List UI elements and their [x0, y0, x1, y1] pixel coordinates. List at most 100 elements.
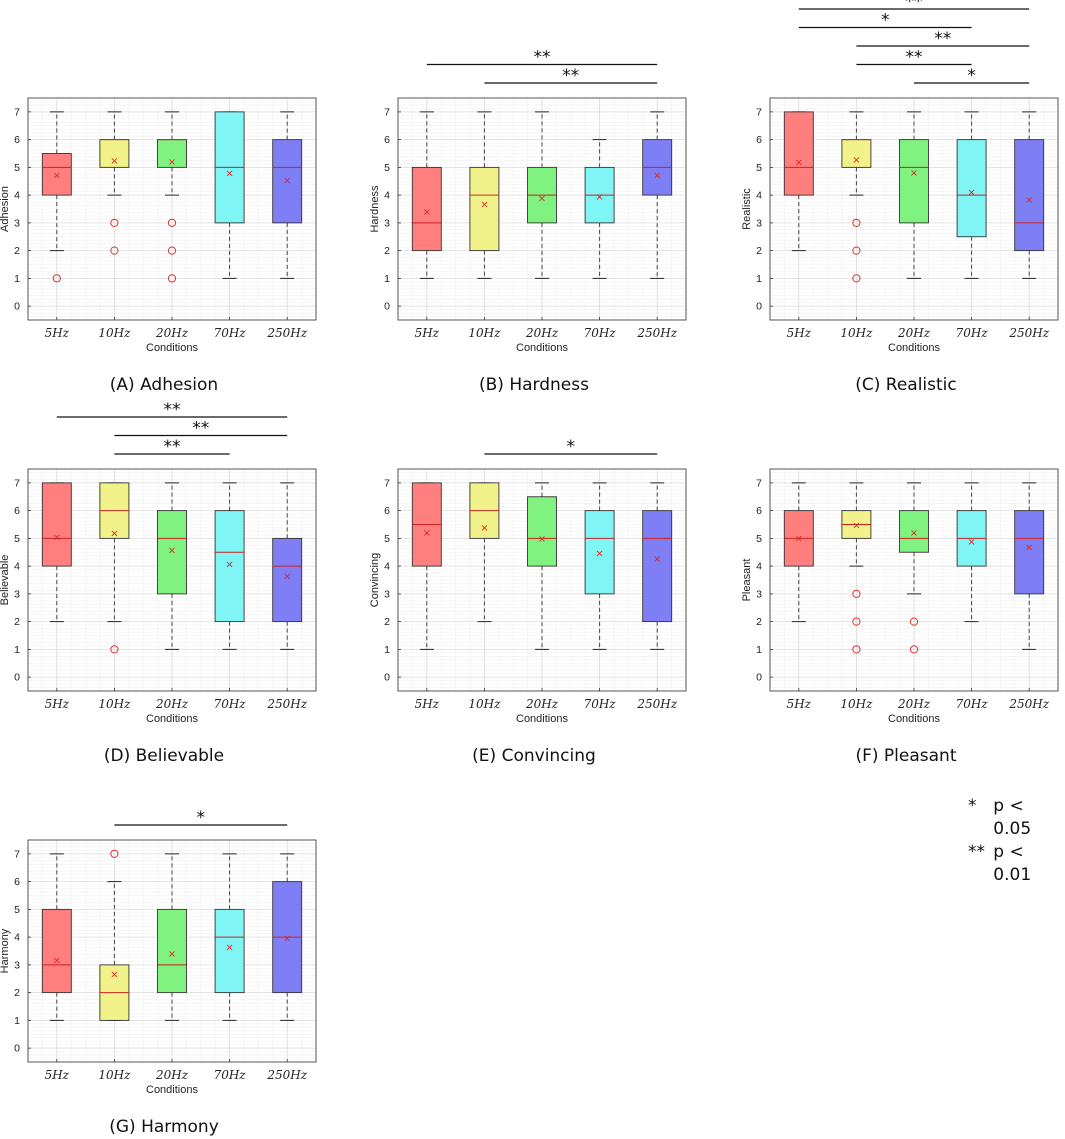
mean-marker: × — [168, 949, 176, 960]
mean-marker: × — [595, 549, 603, 560]
mean-marker: × — [480, 523, 488, 534]
significance-label: * — [881, 11, 890, 31]
x-tick-label: 20Hz — [155, 326, 189, 340]
outlier-marker — [167, 274, 177, 283]
outlier-marker — [852, 589, 861, 598]
mean-marker: × — [53, 955, 61, 966]
mean-marker: × — [110, 528, 118, 539]
outlier-marker — [852, 246, 861, 255]
chart-panel: × × × × × 0 1 2 3 4 5 6 7 5Hz 10Hz 20Hz 70Hz 250Hz Conditi… — [369, 48, 687, 395]
box-70hz — [956, 139, 987, 238]
y-tick-label: 0 — [14, 1043, 20, 1055]
mean-marker: × — [595, 192, 603, 203]
y-axis-label: Adhesion — [0, 186, 11, 232]
outlier-marker — [167, 246, 177, 255]
outlier-marker — [110, 218, 119, 227]
y-tick-label: 0 — [384, 301, 390, 313]
outlier-marker — [852, 218, 861, 227]
x-axis-label: Conditions — [516, 713, 568, 725]
y-tick-label: 5 — [14, 533, 20, 545]
y-tick-label: 4 — [384, 190, 390, 202]
mean-marker: × — [795, 533, 803, 544]
mean-marker: × — [225, 942, 233, 953]
mean-marker: × — [168, 157, 176, 168]
mean-marker: × — [53, 533, 61, 544]
y-tick-label: 3 — [756, 217, 762, 229]
x-tick-label: 70Hz — [956, 326, 989, 340]
x-tick-label: 70Hz — [214, 697, 247, 711]
x-tick-label: 70Hz — [214, 1068, 247, 1082]
y-tick-label: 1 — [756, 644, 762, 656]
box-250hz — [1014, 510, 1045, 595]
x-tick-label: 10Hz — [840, 697, 873, 711]
y-tick-label: 2 — [14, 245, 20, 257]
y-tick-label: 2 — [756, 616, 762, 628]
x-tick-label: 5Hz — [415, 326, 440, 340]
legend-row-p01: ** p < 0.01 — [968, 841, 1065, 887]
y-tick-label: 5 — [384, 533, 390, 545]
box-250hz — [642, 510, 673, 623]
x-axis-label: Conditions — [888, 342, 940, 354]
x-tick-label: 5Hz — [45, 1068, 70, 1082]
mean-marker: × — [967, 537, 975, 548]
y-axis-label: Convincing — [369, 553, 381, 607]
y-tick-label: 1 — [14, 1015, 20, 1027]
y-tick-label: 0 — [756, 672, 762, 684]
box-5hz — [41, 482, 72, 567]
y-tick-label: 3 — [384, 588, 390, 600]
outlier-marker — [852, 645, 861, 654]
panel-caption: (C) Realistic — [855, 375, 957, 395]
y-tick-label: 7 — [384, 106, 390, 118]
box-5hz — [783, 111, 814, 196]
box-20hz — [157, 510, 187, 595]
mean-marker: × — [225, 560, 233, 571]
significance-label: ** — [934, 29, 951, 49]
chart-panel: × × × × × 0 1 2 3 4 5 6 7 5Hz 10Hz 20Hz 70Hz 250Hz Conditi… — [0, 400, 317, 766]
x-tick-label: 10Hz — [98, 697, 131, 711]
y-tick-label: 7 — [14, 106, 20, 118]
x-tick-label: 5Hz — [45, 326, 70, 340]
mean-marker: × — [653, 171, 661, 182]
x-tick-label: 5Hz — [787, 326, 812, 340]
box-5hz — [41, 153, 72, 196]
legend-text: p < 0.05 — [993, 796, 1032, 839]
legend-row-p05: * p < 0.05 — [968, 795, 1065, 841]
mean-marker: × — [538, 534, 546, 545]
outlier-marker — [909, 617, 919, 626]
y-tick-label: 2 — [14, 987, 20, 999]
y-tick-label: 5 — [756, 533, 762, 545]
y-tick-label: 5 — [14, 162, 20, 174]
y-tick-label: 5 — [14, 904, 20, 916]
mean-marker: × — [653, 554, 661, 565]
y-tick-label: 0 — [756, 301, 762, 313]
y-tick-label: 6 — [384, 505, 390, 517]
legend-text: p < 0.01 — [993, 842, 1032, 885]
mean-marker: × — [225, 169, 233, 180]
y-tick-label: 3 — [384, 217, 390, 229]
panel-caption: (A) Adhesion — [110, 375, 218, 395]
box-70hz — [584, 510, 615, 595]
y-tick-label: 3 — [14, 217, 20, 229]
mean-marker: × — [423, 207, 431, 218]
x-tick-label: 5Hz — [45, 697, 70, 711]
significance-label: * — [197, 808, 206, 828]
y-tick-label: 6 — [756, 505, 762, 517]
x-tick-label: 70Hz — [584, 326, 617, 340]
significance-label: ** — [534, 48, 551, 68]
y-tick-label: 3 — [756, 588, 762, 600]
mean-marker: × — [910, 528, 918, 539]
y-tick-label: 7 — [756, 106, 762, 118]
y-tick-label: 4 — [756, 561, 762, 573]
box-20hz — [157, 139, 187, 168]
x-tick-label: 10Hz — [468, 697, 501, 711]
legend-symbol: * — [968, 796, 977, 816]
y-axis-label: Pleasant — [741, 559, 753, 602]
box-250hz — [272, 537, 303, 623]
mean-marker: × — [283, 933, 291, 944]
y-tick-label: 6 — [14, 505, 20, 517]
mean-marker: × — [53, 171, 61, 182]
box-10hz — [841, 139, 872, 168]
significance-label: ** — [164, 437, 181, 457]
x-axis-label: Conditions — [146, 342, 198, 354]
